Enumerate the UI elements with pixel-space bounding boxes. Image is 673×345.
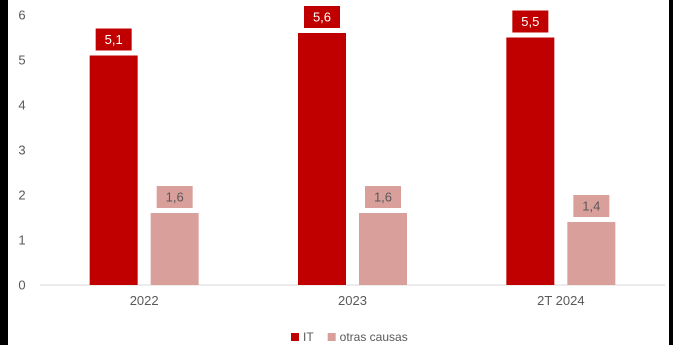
y-axis-ticks: 0 1 2 3 4 5 6 [18,8,25,293]
legend-swatch [291,333,299,341]
data-label: 1,4 [582,199,600,214]
data-label-box [365,186,401,208]
data-labels-layer: 5,1 1,6 5,6 1,6 5,5 1,4 [95,6,610,217]
x-axis-ticks: 2022 2023 2T 2024 [130,293,585,308]
y-tick-label: 5 [18,53,25,68]
bars-layer [89,33,616,285]
bar-it [298,33,346,285]
right-border-strip [669,0,673,345]
data-label: 5,5 [521,14,539,29]
bar-otras-causas [359,213,407,285]
data-label-box [95,28,132,51]
bar-otras-causas [150,213,199,285]
x-tick-label: 2022 [130,293,159,308]
data-label-box [573,195,610,217]
x-tick-label: 2023 [338,293,367,308]
legend-label: IT [303,330,314,344]
y-tick-label: 0 [18,278,25,293]
y-tick-label: 6 [18,8,25,23]
data-label-box [156,186,193,208]
data-label-box [304,6,340,28]
y-tick-label: 1 [18,233,25,248]
bar-it [89,55,138,285]
data-label: 5,6 [313,10,331,25]
legend-label: otras causas [340,330,408,344]
left-border-strip [0,0,8,345]
y-tick-label: 3 [18,143,25,158]
legend: IT otras causas [291,330,408,344]
data-label-box [512,10,549,33]
legend-swatch [327,333,336,341]
data-label: 1,6 [166,190,184,205]
bar-it [506,37,555,285]
x-tick-label: 2T 2024 [537,293,584,308]
y-tick-label: 4 [18,98,25,113]
data-label: 5,1 [105,32,123,47]
bar-otras-causas [567,222,616,285]
data-label: 1,6 [374,190,392,205]
y-tick-label: 2 [18,188,25,203]
